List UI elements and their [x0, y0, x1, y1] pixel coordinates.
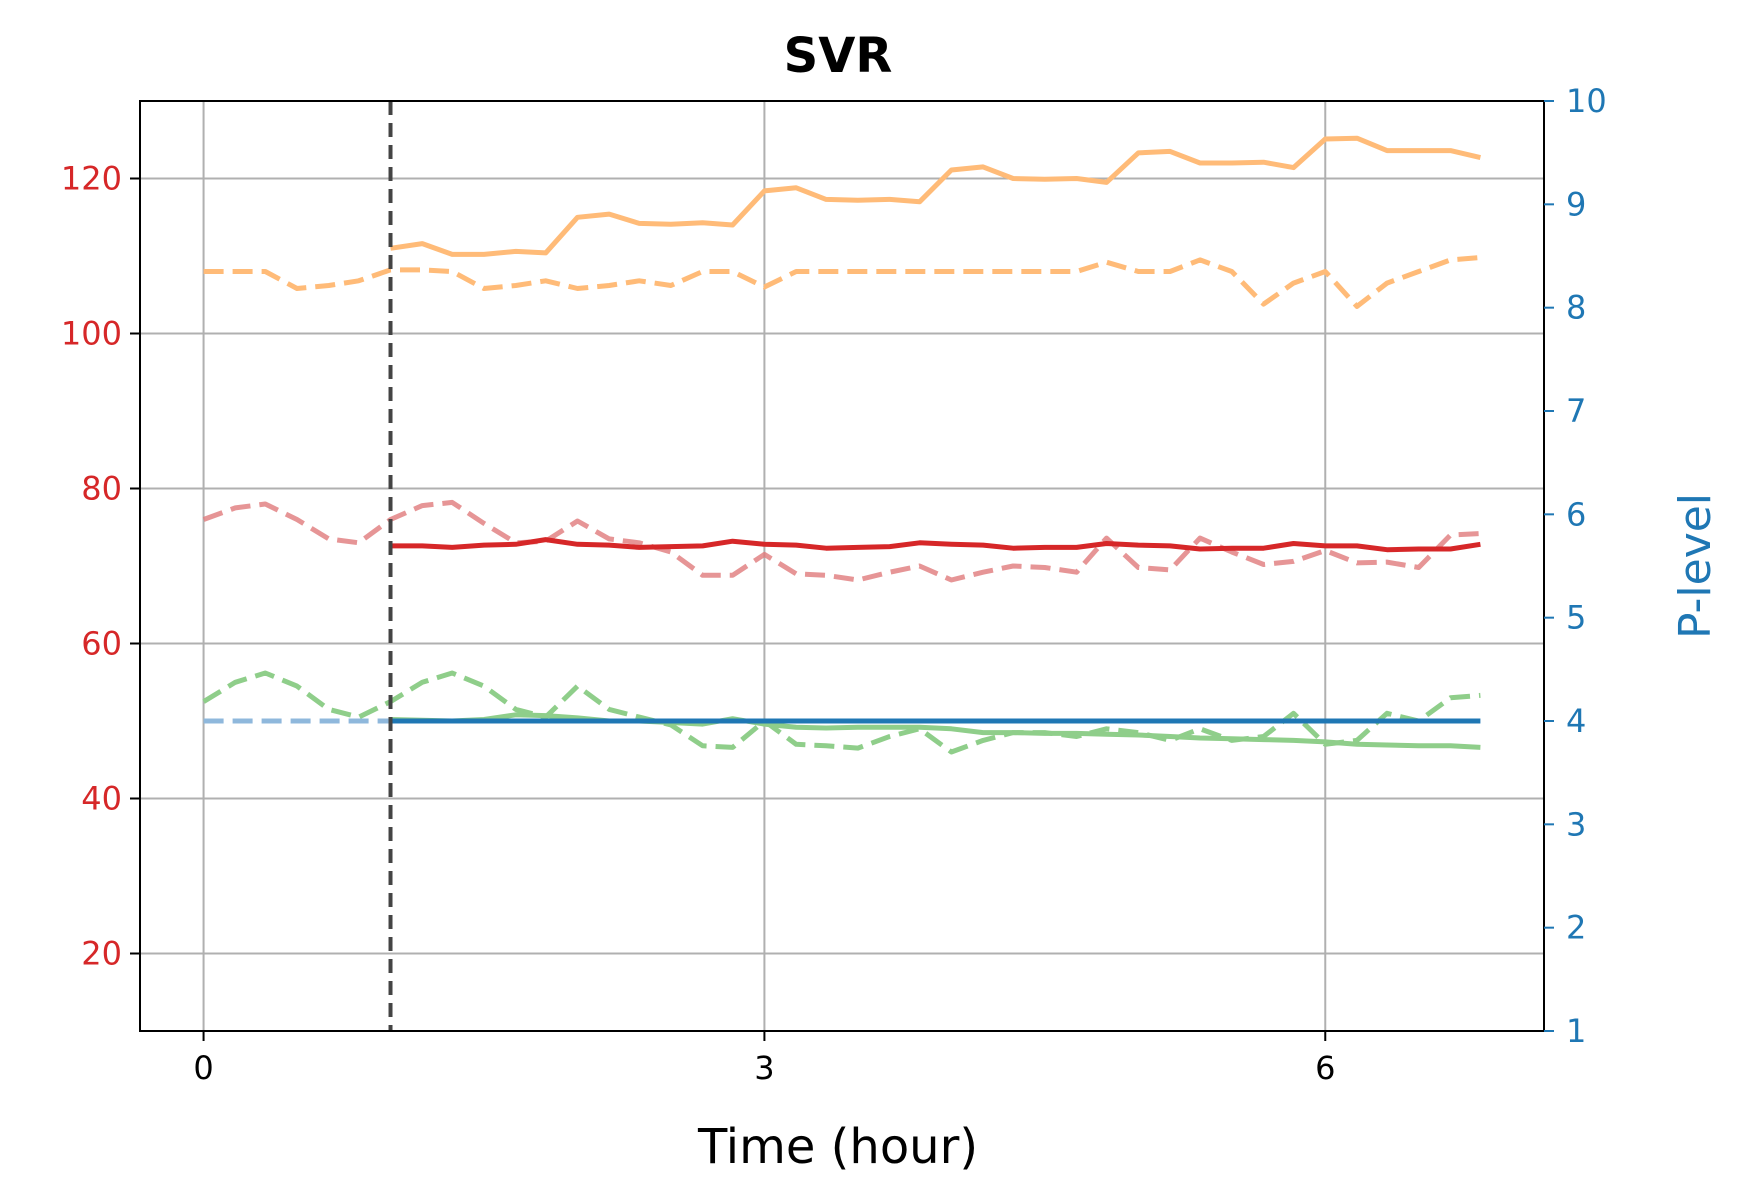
y-axis-right: 1 2 3 4 5 6 7 8 9 10: [1544, 82, 1607, 1050]
x-tick-label: 3: [754, 1049, 774, 1087]
y-right-tick-label: 3: [1566, 805, 1586, 843]
series-line-2: [390, 135, 1481, 257]
plot-frame: [139, 100, 1545, 1032]
series-group: [202, 135, 1481, 755]
y-left-tick-label: 20: [81, 935, 122, 973]
y-right-tick-label: 7: [1566, 392, 1586, 430]
y-right-tick-label: 4: [1566, 702, 1586, 740]
y-right-tick-label: 5: [1566, 599, 1586, 637]
series-line-5: [202, 670, 1481, 755]
y-right-tick-label: 2: [1566, 909, 1586, 947]
y-left-tick-label: 80: [81, 470, 122, 508]
y-axis-left: 20 40 60 80 100 120: [61, 160, 140, 973]
x-axis: 0 3 6: [193, 1031, 1335, 1087]
y-left-tick-label: 40: [81, 780, 122, 818]
x-axis-label: Time (hour): [697, 1119, 978, 1175]
y-right-tick-label: 6: [1566, 495, 1586, 533]
series-line-3: [202, 499, 1481, 583]
y-right-tick-label: 8: [1566, 289, 1586, 327]
x-tick-label: 0: [193, 1049, 213, 1087]
series-line-6: [390, 712, 1481, 750]
y-left-tick-label: 60: [81, 625, 122, 663]
series-line-4: [390, 537, 1481, 553]
x-tick-label: 6: [1315, 1049, 1335, 1087]
y-right-tick-label: 9: [1566, 185, 1586, 223]
grid: [140, 101, 1544, 1031]
series-line-1: [203, 255, 1481, 309]
y-left-tick-label: 100: [61, 315, 122, 353]
chart-title: SVR: [784, 28, 893, 84]
y-left-tick-label: 120: [61, 160, 122, 198]
y-axis-label-right: P-level: [1670, 493, 1721, 639]
y-right-tick-label: 1: [1566, 1012, 1586, 1050]
y-right-tick-label: 10: [1566, 82, 1607, 120]
